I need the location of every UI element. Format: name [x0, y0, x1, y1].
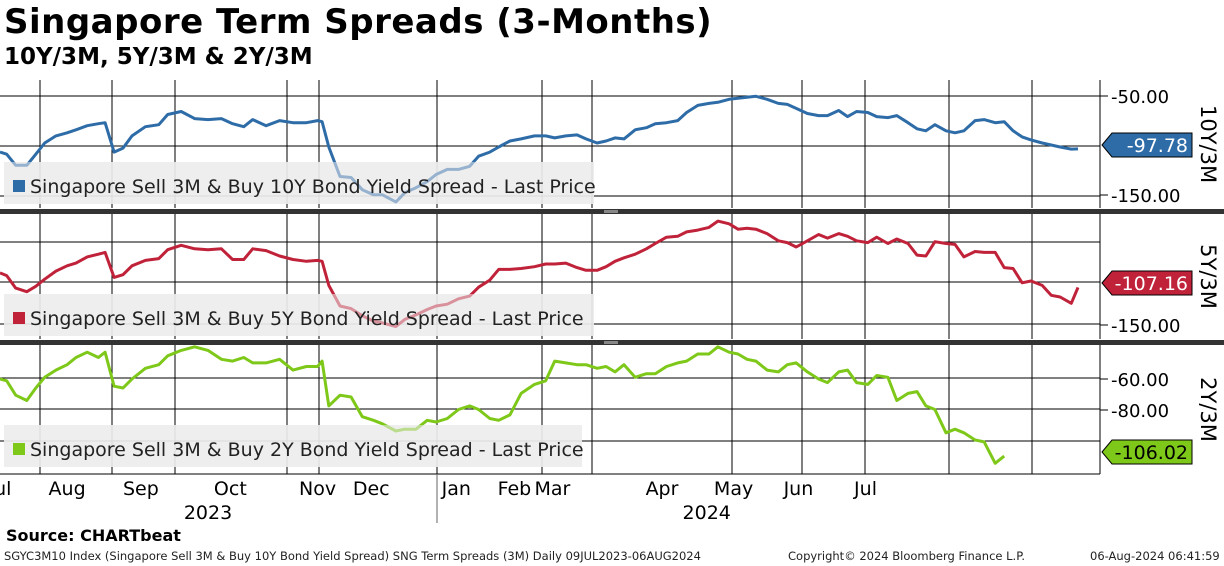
footer-timestamp: 06-Aug-2024 06:41:59 [1090, 549, 1220, 563]
panel-axis-title-1: 10Y/3M [1196, 105, 1220, 183]
x-month-label: Feb [498, 478, 532, 500]
series-line-2 [0, 219, 1080, 328]
last-value-label-1: -97.78 [1127, 135, 1188, 157]
panel-separator-handle[interactable] [604, 210, 618, 213]
x-year-label: 2023 [184, 502, 232, 524]
panel-separator-handle[interactable] [604, 341, 618, 344]
x-month-label: Sep [123, 478, 159, 500]
legend-fade [4, 425, 582, 467]
x-month-label: Jun [783, 478, 814, 500]
legend-swatch-2 [13, 312, 25, 324]
x-month-label: Jul [0, 478, 11, 500]
last-value-box-2 [1101, 270, 1193, 296]
last-value-box-1 [1101, 132, 1193, 158]
chart-title: Singapore Term Spreads (3-Months) [4, 2, 713, 42]
legend-swatch-3 [13, 443, 25, 455]
y-tick-label: -50.00 [1111, 87, 1169, 108]
x-month-label: Mar [534, 478, 570, 500]
last-value-label-2: -107.16 [1115, 273, 1188, 295]
panel-axis-title-3: 2Y/3M [1196, 377, 1220, 442]
footer-copyright: Copyright© 2024 Bloomberg Finance L.P. [788, 549, 1025, 563]
chart-subtitle: 10Y/3M, 5Y/3M & 2Y/3M [4, 44, 313, 70]
x-month-label: Dec [353, 478, 390, 500]
y-tick-label: -150.00 [1111, 186, 1180, 207]
x-month-label: Apr [646, 478, 679, 500]
series-line-1 [0, 94, 1079, 204]
x-month-label: May [714, 478, 753, 500]
source-note: Source: CHARTbeat [6, 526, 181, 545]
legend-label-2: Singapore Sell 3M & Buy 5Y Bond Yield Sp… [30, 308, 584, 330]
legend-fade [4, 162, 594, 204]
legend-swatch-1 [13, 180, 25, 192]
y-tick-label: -150.00 [1111, 316, 1180, 337]
legend-label-1: Singapore Sell 3M & Buy 10Y Bond Yield S… [30, 176, 596, 198]
last-value-box-3 [1101, 439, 1193, 465]
series-line-3 [0, 345, 1006, 465]
x-month-label: Nov [299, 478, 336, 500]
legend-label-3: Singapore Sell 3M & Buy 2Y Bond Yield Sp… [30, 439, 584, 461]
x-month-label: Jan [441, 478, 471, 500]
x-month-label: Jul [853, 478, 877, 500]
x-year-label: 2024 [683, 502, 731, 524]
footer-description: SGYC3M10 Index (Singapore Sell 3M & Buy … [4, 549, 701, 563]
last-value-label-3: -106.02 [1115, 442, 1188, 464]
x-month-label: Aug [49, 478, 86, 500]
panel-axis-title-2: 5Y/3M [1196, 244, 1220, 309]
y-tick-label: -60.00 [1111, 370, 1169, 391]
x-month-label: Oct [214, 478, 247, 500]
legend-fade [4, 294, 594, 336]
y-tick-label: -80.00 [1111, 401, 1169, 422]
